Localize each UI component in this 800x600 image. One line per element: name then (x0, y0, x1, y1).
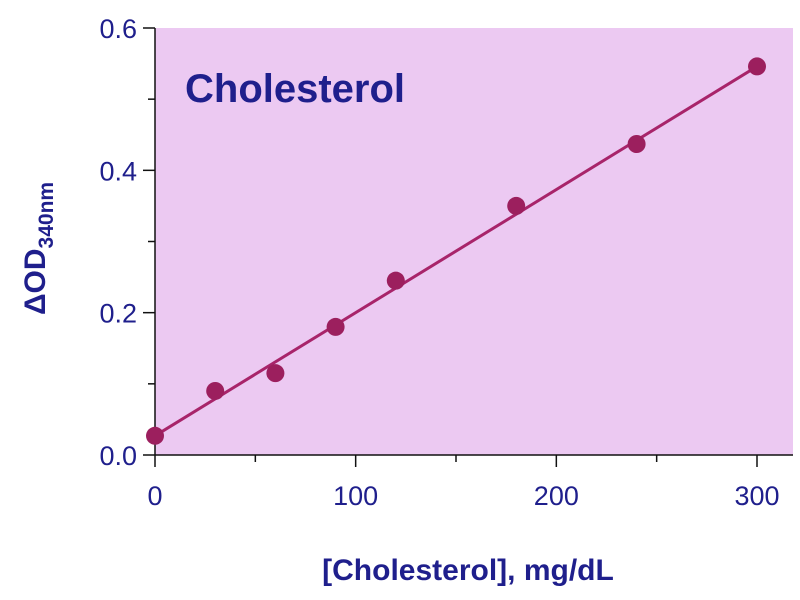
y-tick-label: 0.2 (99, 299, 137, 329)
data-point (266, 364, 285, 383)
axis-ticks (143, 27, 758, 467)
x-tick-label: 300 (734, 481, 779, 511)
y-axis-title-main: ΔOD (19, 248, 52, 315)
y-tick-label: 0.0 (99, 441, 137, 471)
data-point (386, 271, 405, 290)
x-tick-label: 0 (147, 481, 162, 511)
x-axis-title: [Cholesterol], mg/dL (322, 554, 614, 587)
x-tick-label: 100 (333, 481, 378, 511)
data-point (748, 57, 766, 76)
y-tick-label: 0.6 (99, 14, 137, 44)
chart-title: Cholesterol (185, 67, 405, 111)
data-point (146, 426, 164, 445)
data-point (627, 135, 646, 154)
y-tick-label: 0.4 (99, 156, 137, 186)
data-point (507, 196, 526, 215)
data-points (146, 57, 766, 445)
y-axis-title-subscript: 340nm (35, 182, 58, 249)
data-point (326, 317, 345, 336)
data-point (206, 381, 225, 400)
fit-line (154, 65, 758, 438)
x-tick-labels: 0 100 200 300 (147, 481, 779, 511)
y-tick-labels: 0.0 0.2 0.4 0.6 (99, 14, 137, 471)
y-axis-title: ΔOD340nm (19, 182, 58, 315)
x-tick-label: 200 (534, 481, 579, 511)
